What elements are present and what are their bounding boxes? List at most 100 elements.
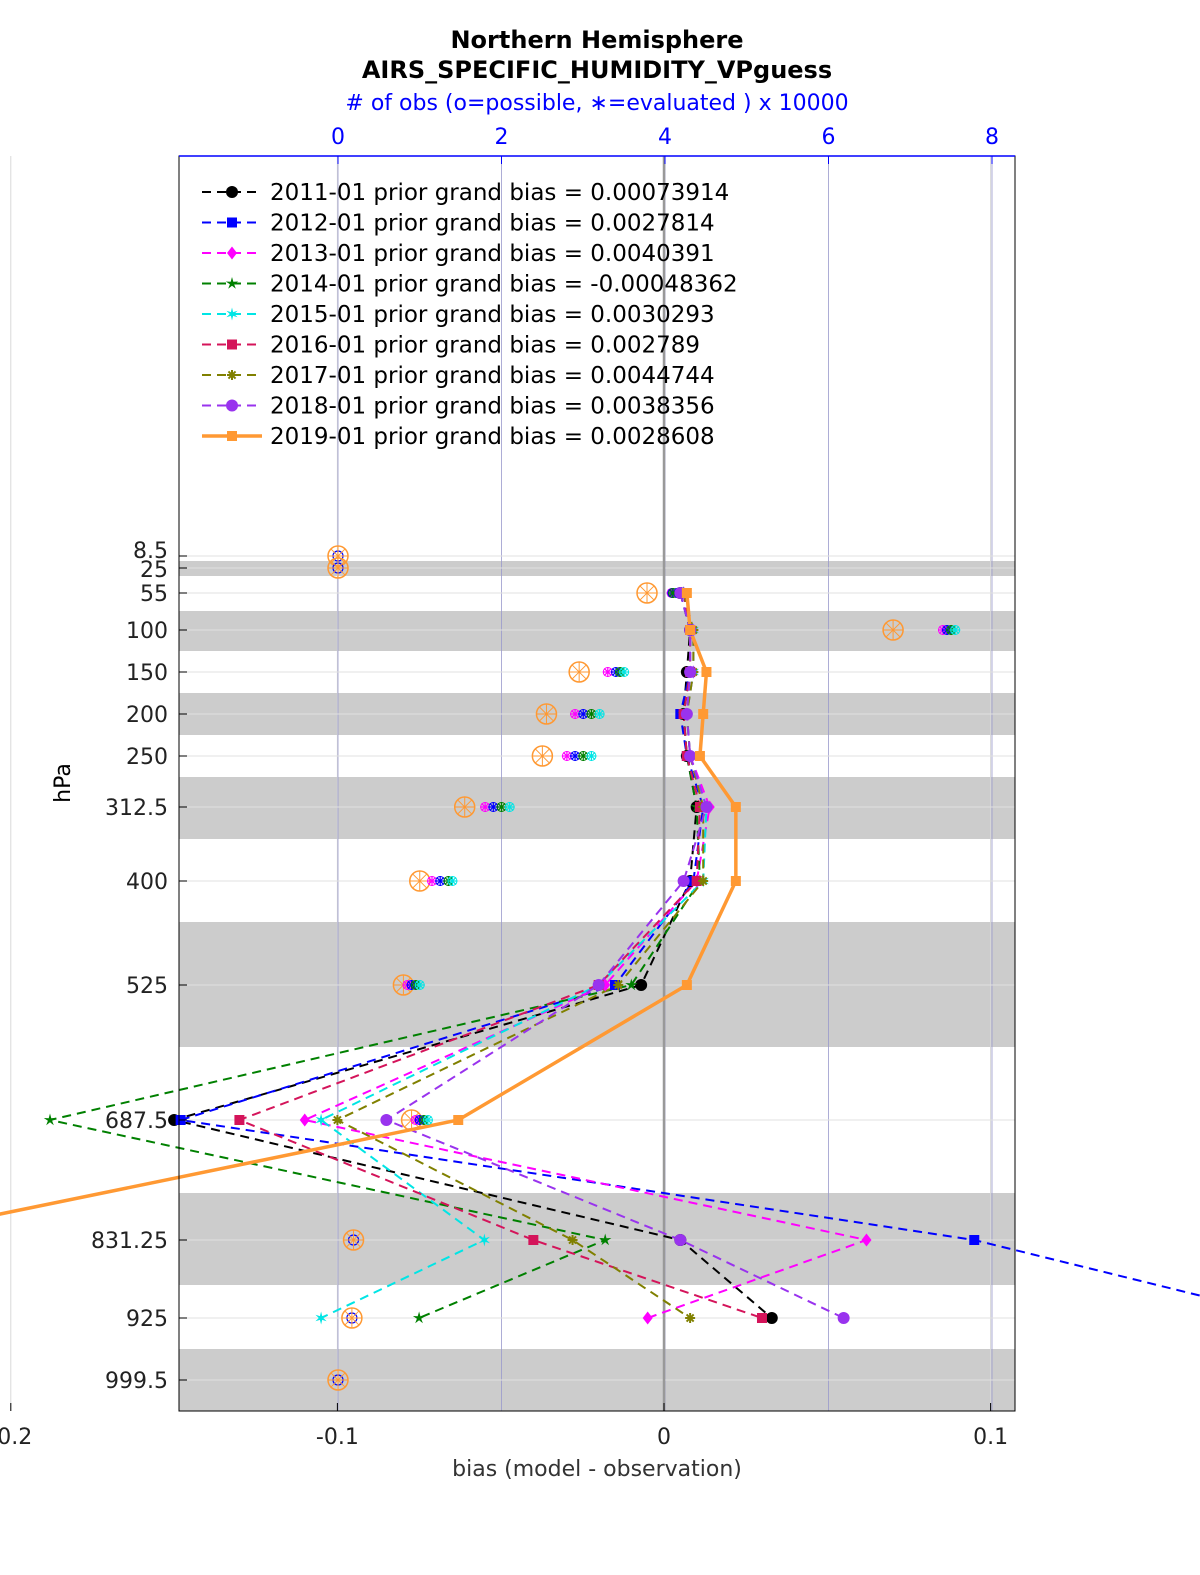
square-marker bbox=[227, 217, 237, 228]
top-tick-label: 8 bbox=[985, 125, 999, 150]
circle-marker bbox=[700, 801, 713, 813]
asterisk-stroke bbox=[579, 752, 588, 760]
asterisk-stroke bbox=[698, 876, 708, 886]
obs-evaluated-marker bbox=[619, 667, 630, 677]
y-tick-label: 400 bbox=[126, 870, 168, 895]
legend-label: 2014-01 prior grand bias = -0.00048362 bbox=[270, 272, 738, 298]
asterisk-marker bbox=[332, 1115, 343, 1125]
x-axis-ticks: -0.2-0.100.10.2 bbox=[0, 1403, 1008, 1450]
square-marker bbox=[701, 667, 712, 677]
square-marker bbox=[681, 980, 692, 990]
obs-evaluated-marker bbox=[536, 704, 557, 724]
x-tick-label: 0.1 bbox=[973, 1425, 1008, 1450]
asterisk-stroke bbox=[346, 1232, 361, 1248]
obs-evaluated-marker bbox=[328, 558, 348, 578]
legend-label: 2017-01 prior grand bias = 0.0044744 bbox=[270, 363, 715, 389]
obs-possible-marker bbox=[619, 667, 630, 677]
circle-marker bbox=[674, 1234, 687, 1246]
y-tick-label: 999.5 bbox=[105, 1369, 168, 1394]
circle-marker bbox=[635, 979, 648, 991]
legend-entry: 2019-01 prior grand bias = 0.0028608 bbox=[202, 424, 715, 450]
obs-possible-marker bbox=[594, 709, 605, 719]
obs-evaluated-marker bbox=[578, 709, 589, 719]
obs-evaluated-marker bbox=[594, 709, 605, 719]
obs-evaluated-marker bbox=[447, 876, 458, 886]
asterisk-stroke bbox=[505, 803, 514, 811]
asterisk-stroke bbox=[685, 1313, 695, 1323]
square-marker bbox=[969, 1235, 980, 1245]
circle-marker bbox=[380, 1114, 393, 1126]
x-tick-label: -0.2 bbox=[0, 1425, 32, 1450]
obs-evaluated-marker bbox=[328, 1370, 348, 1390]
obs-possible-marker bbox=[422, 1115, 433, 1125]
circle-marker bbox=[837, 1312, 850, 1324]
legend-entry: 2014-01 prior grand bias = -0.00048362 bbox=[202, 272, 738, 298]
square-marker bbox=[681, 588, 692, 598]
y-tick-label: 100 bbox=[126, 619, 168, 644]
circle-marker bbox=[684, 666, 697, 678]
asterisk-stroke bbox=[448, 877, 457, 885]
square-marker bbox=[694, 751, 705, 761]
y-tick-label: 831.25 bbox=[91, 1229, 168, 1254]
y-tick-label: 250 bbox=[126, 745, 168, 770]
star-marker bbox=[225, 277, 239, 289]
obs-evaluated-marker bbox=[586, 751, 597, 761]
level-band bbox=[179, 777, 1015, 839]
obs-evaluated-marker bbox=[569, 662, 590, 682]
legend-label: 2011-01 prior grand bias = 0.00073914 bbox=[270, 180, 729, 206]
asterisk-marker bbox=[567, 1235, 578, 1245]
top-tick-label: 4 bbox=[658, 125, 672, 150]
star-marker bbox=[599, 1233, 612, 1246]
asterisk-stroke bbox=[457, 799, 473, 815]
obs-possible-marker bbox=[586, 751, 597, 761]
asterisk-stroke bbox=[481, 803, 490, 811]
asterisk-stroke bbox=[489, 803, 498, 811]
star-marker bbox=[43, 1113, 57, 1126]
circle-marker bbox=[684, 750, 697, 762]
legend-label: 2016-01 prior grand bias = 0.002789 bbox=[270, 333, 700, 359]
legend-entry: 2013-01 prior grand bias = 0.0040391 bbox=[202, 241, 715, 267]
legend-label: 2013-01 prior grand bias = 0.0040391 bbox=[270, 241, 715, 267]
asterisk-stroke bbox=[562, 752, 571, 760]
asterisk-marker bbox=[685, 1313, 696, 1323]
grid-lines bbox=[10, 156, 1015, 1411]
obs-possible-marker bbox=[447, 876, 458, 886]
chart-subtitle: AIRS_SPECIFIC_HUMIDITY_VPguess bbox=[362, 56, 832, 84]
asterisk-stroke bbox=[568, 1235, 577, 1245]
asterisk-stroke bbox=[412, 873, 428, 889]
asterisk-stroke bbox=[330, 560, 346, 576]
asterisk-stroke bbox=[539, 706, 554, 722]
legend-entry: 2016-01 prior grand bias = 0.002789 bbox=[202, 333, 700, 359]
x-axis-label: bias (model - observation) bbox=[452, 1457, 742, 1482]
asterisk-stroke bbox=[587, 710, 596, 718]
legend-entry: 2018-01 prior grand bias = 0.0038356 bbox=[202, 394, 715, 420]
x-tick-label: -0.1 bbox=[316, 1425, 359, 1450]
star-marker bbox=[625, 978, 638, 991]
asterisk-stroke bbox=[534, 748, 550, 764]
legend-entry: 2011-01 prior grand bias = 0.00073914 bbox=[202, 180, 729, 206]
asterisk-stroke bbox=[603, 668, 612, 676]
asterisk-stroke bbox=[497, 803, 506, 811]
top-tick-label: 6 bbox=[822, 125, 836, 150]
obs-evaluated-marker bbox=[883, 620, 904, 640]
series-lines bbox=[0, 592, 1200, 1319]
asterisk-stroke bbox=[333, 1115, 342, 1125]
obs-evaluated-marker bbox=[343, 1230, 364, 1250]
square-marker bbox=[756, 1313, 767, 1323]
circle-marker bbox=[226, 399, 238, 412]
y-tick-label: 55 bbox=[140, 582, 168, 607]
asterisk-stroke bbox=[614, 980, 623, 990]
series-markers bbox=[43, 586, 980, 1325]
asterisk-stroke bbox=[951, 626, 960, 634]
star-marker bbox=[412, 1311, 426, 1324]
legend-label: 2019-01 prior grand bias = 0.0028608 bbox=[270, 424, 715, 450]
legend-entry: 2012-01 prior grand bias = 0.0027814 bbox=[202, 211, 715, 237]
obs-evaluated-marker bbox=[532, 746, 553, 766]
top-tick-label: 0 bbox=[331, 125, 345, 150]
asterisk-stroke bbox=[227, 370, 237, 380]
circle-marker bbox=[677, 875, 690, 887]
hexagram-marker bbox=[478, 1233, 490, 1247]
obs-evaluated-marker bbox=[950, 625, 961, 635]
